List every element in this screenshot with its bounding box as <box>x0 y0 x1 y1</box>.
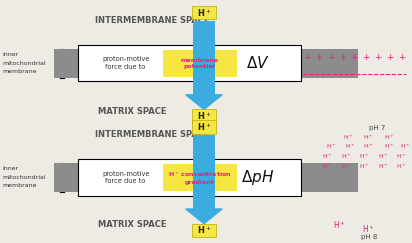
Text: H$^+$: H$^+$ <box>197 7 211 19</box>
Text: H$^+$: H$^+$ <box>197 121 211 133</box>
Text: proton-motive
force due to: proton-motive force due to <box>102 171 150 184</box>
Text: H$^+$: H$^+$ <box>396 162 407 171</box>
Text: $\Delta V$: $\Delta V$ <box>246 55 269 71</box>
Text: +: + <box>398 52 405 62</box>
Text: MATRIX SPACE: MATRIX SPACE <box>98 107 166 116</box>
Text: H$^+$: H$^+$ <box>363 133 374 142</box>
Text: +: + <box>315 52 323 62</box>
Text: +: + <box>363 52 370 62</box>
Text: H$^+$: H$^+$ <box>396 152 407 161</box>
Text: $\Delta$pH: $\Delta$pH <box>241 168 274 187</box>
Text: H$^+$: H$^+$ <box>400 143 411 151</box>
Bar <box>192 109 216 123</box>
Text: H$^+$: H$^+$ <box>341 152 351 161</box>
Text: +: + <box>327 52 335 62</box>
Text: H$^+$ concentration
gradient: H$^+$ concentration gradient <box>168 170 232 185</box>
Text: H$^+$: H$^+$ <box>341 162 351 171</box>
Bar <box>163 50 237 77</box>
Text: inner: inner <box>2 52 18 57</box>
Text: +: + <box>303 52 311 62</box>
Text: H$^+$: H$^+$ <box>197 224 211 236</box>
Polygon shape <box>186 209 222 224</box>
Text: H$^+$: H$^+$ <box>378 162 389 171</box>
Text: +: + <box>386 52 393 62</box>
Bar <box>78 159 301 196</box>
Text: INTERMEMBRANE SPACE: INTERMEMBRANE SPACE <box>95 16 210 25</box>
Text: +: + <box>351 52 358 62</box>
Text: mitochondrial: mitochondrial <box>2 175 46 180</box>
Text: H$^+$: H$^+$ <box>363 143 374 151</box>
Text: pH 8: pH 8 <box>360 234 377 240</box>
Text: pH 7: pH 7 <box>369 125 385 130</box>
Bar <box>54 163 358 192</box>
Text: H$^+$: H$^+$ <box>384 143 395 151</box>
Text: H$^+$: H$^+$ <box>322 152 333 161</box>
Text: MATRIX SPACE: MATRIX SPACE <box>98 220 166 229</box>
Text: H$^+$: H$^+$ <box>359 152 370 161</box>
Bar <box>192 224 216 237</box>
Bar <box>78 45 301 81</box>
Text: H$^+$: H$^+$ <box>322 162 333 171</box>
Text: membrane: membrane <box>2 69 37 74</box>
Text: H$^+$: H$^+$ <box>197 110 211 122</box>
Text: INTERMEMBRANE SPACE: INTERMEMBRANE SPACE <box>95 130 210 139</box>
Text: membrane: membrane <box>2 183 37 188</box>
Text: H$^+$: H$^+$ <box>343 133 353 142</box>
Bar <box>54 49 358 78</box>
Text: H$^+$: H$^+$ <box>362 224 375 235</box>
Text: H$^+$: H$^+$ <box>333 219 346 231</box>
Bar <box>193 135 215 209</box>
Text: H$^+$: H$^+$ <box>326 143 337 151</box>
Text: H$^+$: H$^+$ <box>359 162 370 171</box>
Text: mitochondrial: mitochondrial <box>2 61 46 66</box>
Bar <box>192 120 216 134</box>
Text: +: + <box>339 52 346 62</box>
Text: proton-motive
force due to: proton-motive force due to <box>102 56 150 70</box>
Bar <box>193 21 215 95</box>
Polygon shape <box>186 95 222 109</box>
Text: H$^+$: H$^+$ <box>384 133 395 142</box>
Text: +: + <box>374 52 382 62</box>
Bar <box>192 6 216 19</box>
Text: membrane
potential: membrane potential <box>181 58 219 69</box>
Text: H$^+$: H$^+$ <box>378 152 389 161</box>
Text: H$^+$: H$^+$ <box>345 143 356 151</box>
Bar <box>163 164 237 191</box>
Text: inner: inner <box>2 166 18 171</box>
